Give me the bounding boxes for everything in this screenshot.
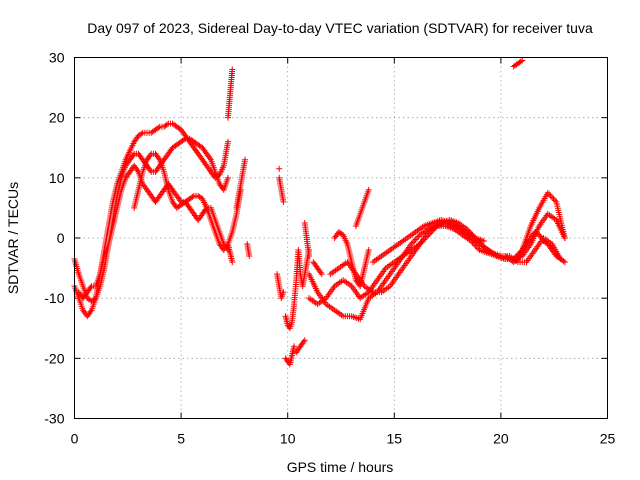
data-point-arc-o (414, 235, 421, 241)
data-point-arc-k (291, 343, 298, 350)
y-tick-label: -20 (44, 350, 64, 366)
grid-lines (74, 57, 608, 419)
y-tick-label: -30 (44, 411, 64, 427)
data-point-arc-t (318, 271, 325, 278)
data-point-arc-u (306, 253, 313, 260)
data-point-arc-e (229, 259, 236, 266)
data-point-arc-h (246, 253, 253, 260)
data-point-arc-w (519, 57, 526, 64)
data-point-arc-s (365, 186, 372, 193)
data-point-arc-a (155, 124, 162, 131)
data-point-arc-o (415, 233, 422, 240)
y-tick-label: 30 (49, 50, 65, 66)
data-point-arc-x (560, 258, 567, 265)
data-point-arc-a (163, 121, 170, 128)
data-point-arc-v (480, 238, 487, 245)
data-point-arc-a (138, 130, 145, 137)
data-point-arc-o (412, 236, 419, 243)
data-point-arc-o (411, 238, 418, 245)
x-tick-label: 5 (177, 431, 185, 447)
x-axis-label: GPS time / hours (287, 459, 394, 475)
data-point-arc-n (276, 165, 283, 172)
plot-frame (74, 57, 608, 419)
data-point-arc-g (242, 156, 249, 163)
y-tick-label: 20 (49, 110, 65, 126)
data-point-arc-c (189, 193, 196, 200)
data-point-arc-m (280, 198, 287, 205)
data-point-arc-l (301, 337, 308, 344)
x-tick-label: 20 (493, 431, 509, 447)
y-tick-label: 10 (49, 170, 65, 186)
data-point-arc-x (561, 259, 568, 266)
y-tick-label: -10 (44, 290, 64, 306)
data-point-arc-w (517, 58, 524, 65)
x-tick-label: 15 (387, 431, 403, 447)
x-tick-label: 25 (600, 431, 616, 447)
tick-labels: 0 5 10 15 20 25 -30 -20 -10 0 10 20 30 (44, 50, 615, 447)
chart-title: Day 097 of 2023, Sidereal Day-to-day VTE… (87, 20, 593, 36)
data-point-arc-f (229, 66, 236, 73)
x-tick-label: 0 (71, 431, 79, 447)
data-point-arc-p (561, 235, 568, 241)
y-tick-label: 0 (57, 230, 65, 246)
data-point-arc-r (365, 247, 372, 254)
y-axis-label: SDTVAR / TECUs (5, 182, 21, 294)
data-point-arc-b (225, 174, 232, 181)
data-point-arc-p (549, 194, 556, 201)
data-point-arc-a (225, 138, 232, 145)
data-point-arc-p (547, 192, 554, 199)
data-point-arc-o (409, 239, 416, 246)
data-marks (71, 57, 568, 368)
data-point-arc-i (280, 289, 287, 296)
data-point-arc-p (550, 195, 557, 202)
data-point-arc-b (180, 136, 187, 143)
x-tick-label: 10 (280, 431, 296, 447)
